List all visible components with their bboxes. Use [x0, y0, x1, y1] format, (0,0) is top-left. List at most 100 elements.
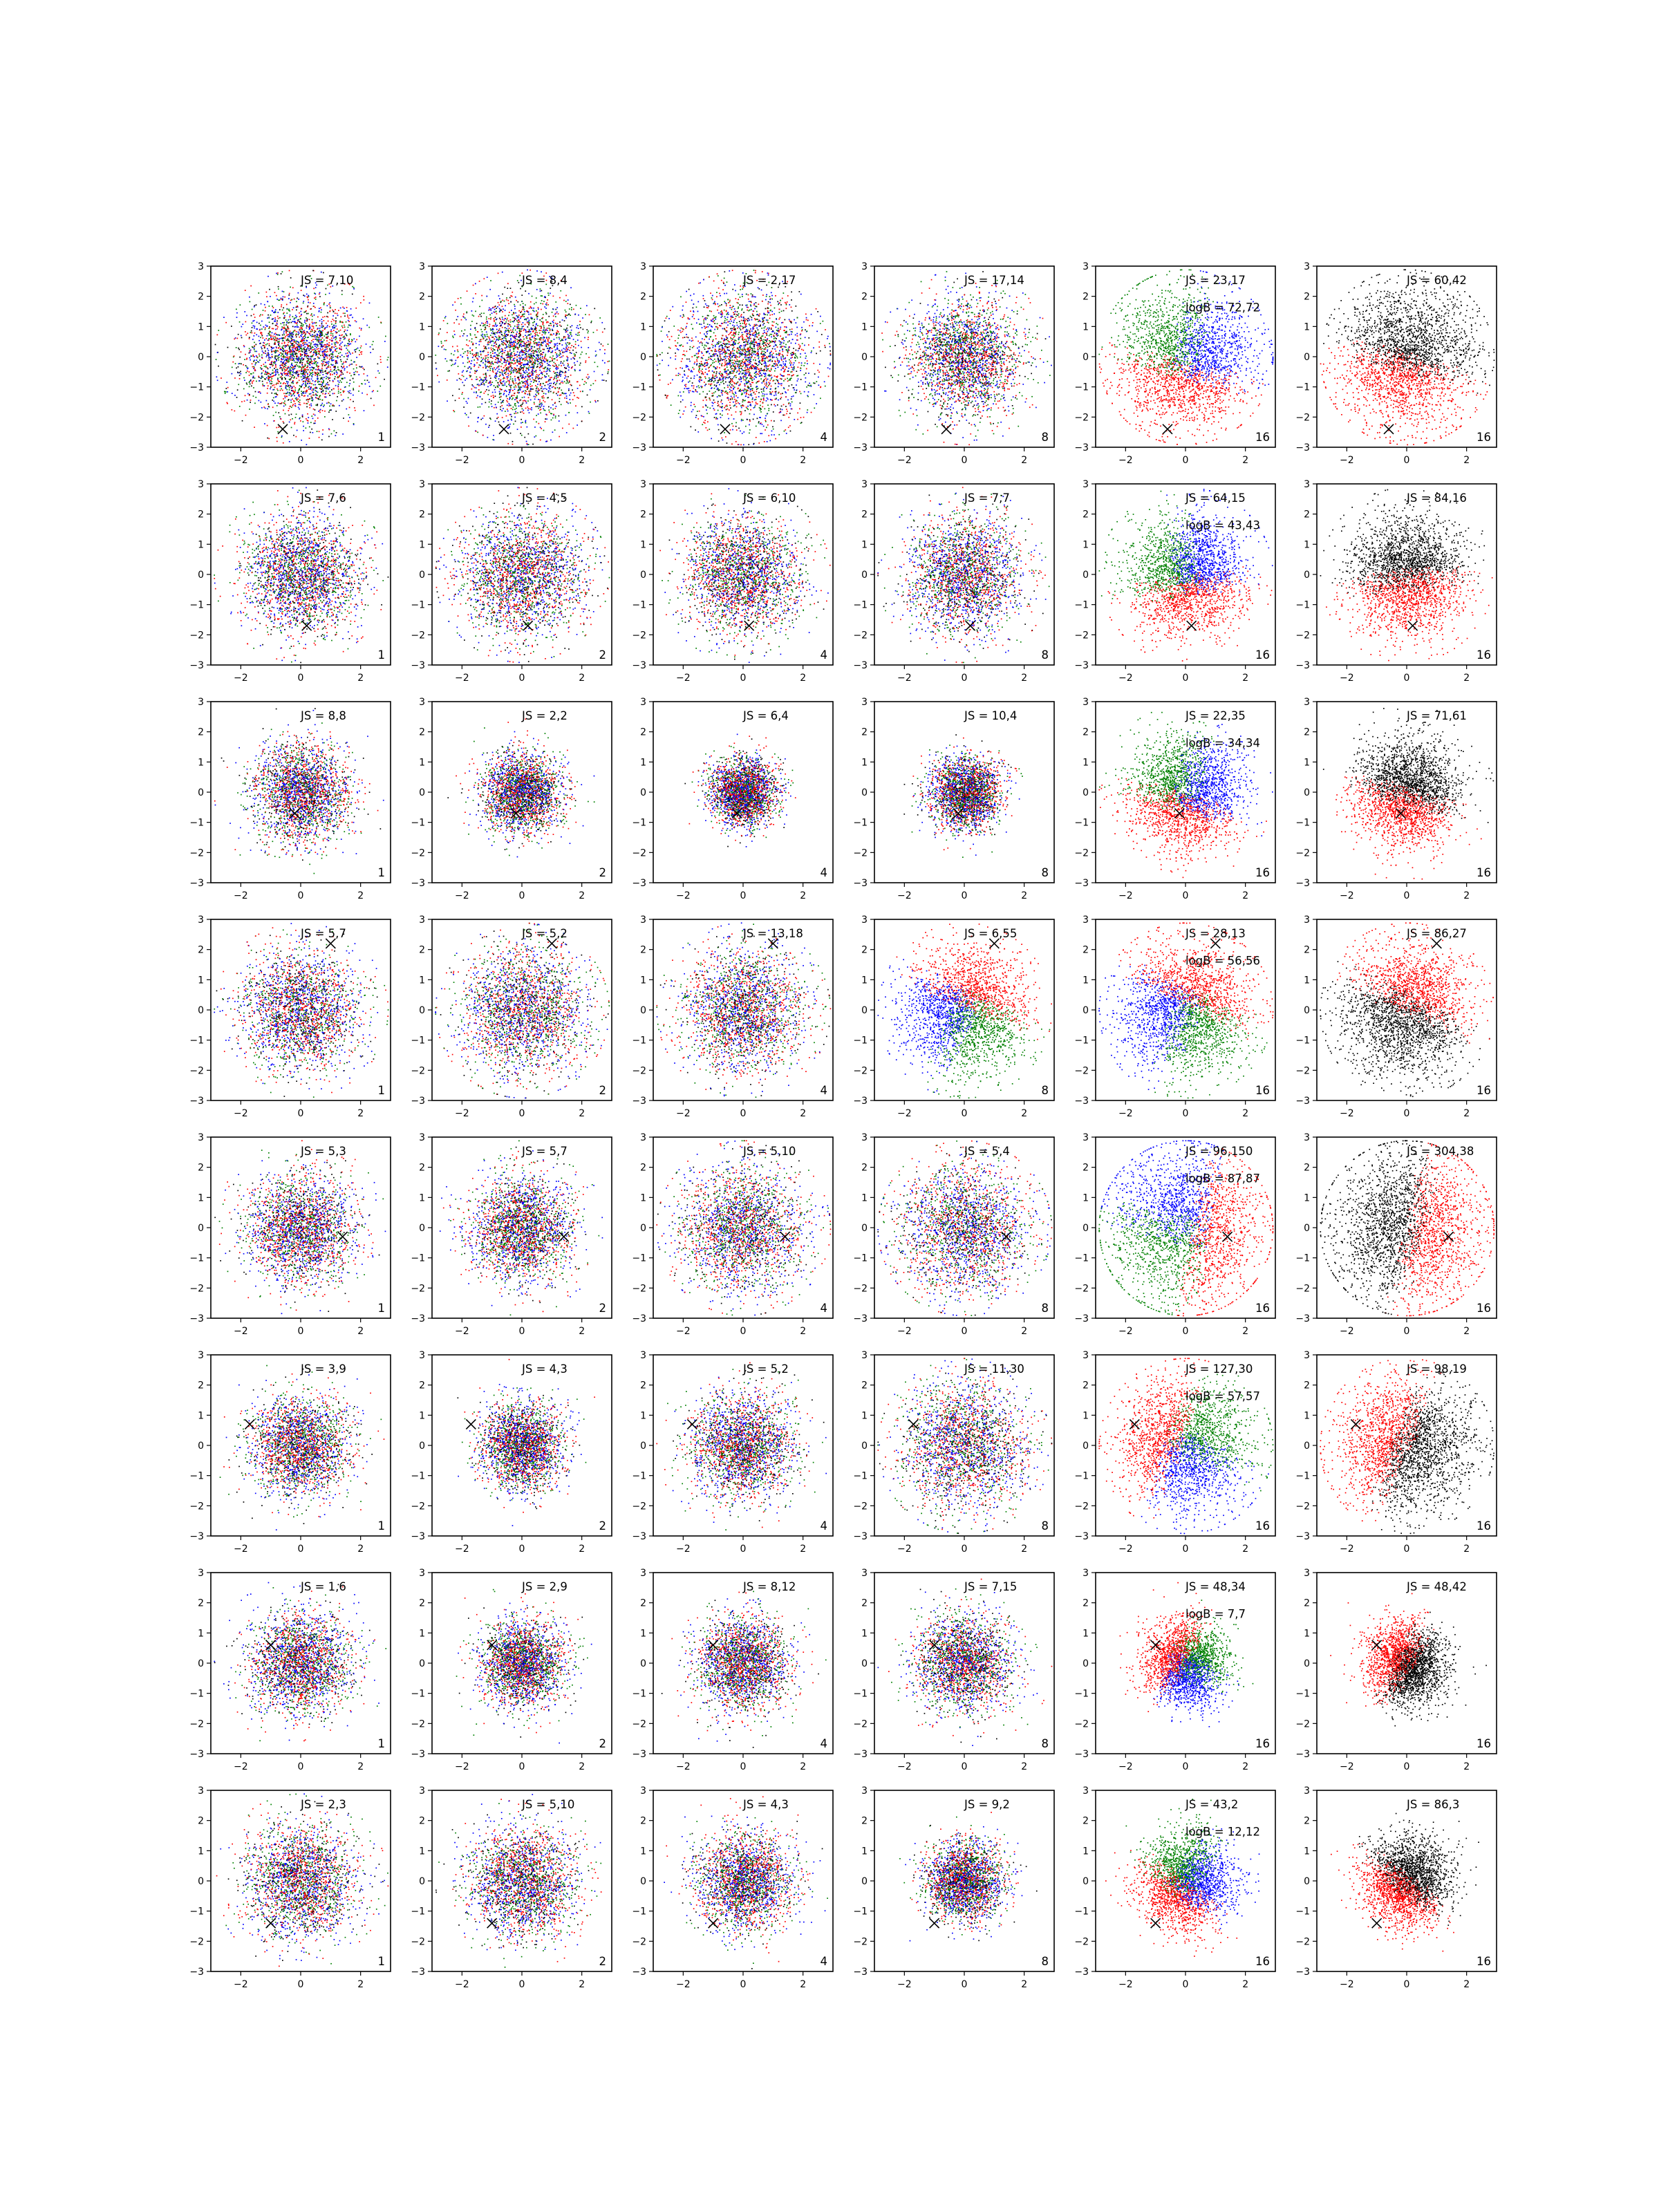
scatter-point: [373, 341, 374, 342]
scatter-point: [534, 402, 535, 403]
scatter-point: [525, 304, 526, 306]
scatter-point: [310, 432, 311, 433]
scatter-point: [279, 338, 281, 339]
scatter-point: [378, 317, 379, 318]
scatter-point: [278, 427, 279, 428]
scatter-point: [505, 348, 506, 349]
scatter-point: [252, 364, 253, 365]
scatter-point: [515, 312, 516, 314]
scatter-point: [588, 347, 589, 348]
scatter-point: [514, 341, 516, 343]
scatter-point: [543, 314, 544, 315]
scatter-point: [595, 355, 597, 357]
scatter-point: [241, 401, 243, 402]
scatter-point: [503, 378, 504, 379]
scatter-point: [484, 335, 485, 336]
scatter-point: [553, 386, 554, 388]
scatter-point: [574, 355, 576, 357]
scatter-point: [565, 376, 567, 377]
scatter-point: [349, 417, 350, 418]
scatter-point: [339, 337, 341, 339]
scatter-point: [538, 413, 539, 415]
scatter-point: [554, 402, 556, 404]
scatter-point: [275, 374, 276, 375]
scatter-point: [499, 323, 500, 324]
scatter-point: [224, 391, 225, 393]
scatter-point: [467, 339, 468, 341]
scatter-point: [291, 367, 292, 368]
scatter-point: [304, 335, 306, 337]
scatter-point: [575, 348, 577, 349]
scatter-point: [548, 316, 550, 317]
scatter-point: [538, 381, 540, 382]
scatter-point: [473, 298, 474, 299]
scatter-point: [521, 377, 523, 379]
scatter-point: [570, 287, 572, 288]
scatter-point: [503, 400, 504, 402]
scatter-point: [510, 301, 512, 303]
scatter-point: [315, 353, 317, 355]
scatter-point: [289, 385, 290, 386]
scatter-point: [575, 405, 577, 406]
scatter-point: [336, 400, 337, 402]
scatter-point: [570, 334, 572, 335]
scatter-point: [308, 295, 309, 297]
scatter-point: [321, 312, 322, 313]
scatter-point: [305, 381, 306, 382]
scatter-point: [506, 336, 507, 337]
scatter-point: [319, 343, 321, 344]
scatter-point: [332, 351, 334, 353]
scatter-point: [252, 321, 254, 322]
scatter-point: [319, 296, 321, 297]
scatter-point: [524, 311, 525, 312]
scatter-point: [305, 311, 306, 312]
scatter-point: [272, 332, 273, 334]
scatter-point: [441, 346, 442, 348]
scatter-point: [536, 289, 538, 290]
scatter-point: [236, 347, 237, 348]
scatter-point: [504, 373, 505, 374]
scatter-point: [284, 368, 285, 370]
scatter-point: [599, 317, 601, 319]
scatter-point: [512, 360, 513, 362]
scatter-point: [469, 375, 471, 376]
scatter-point: [288, 339, 289, 340]
scatter-point: [362, 366, 363, 368]
scatter-point: [567, 346, 568, 347]
scatter-point: [523, 402, 524, 404]
scatter-point: [503, 384, 504, 386]
scatter-point: [321, 351, 323, 353]
scatter-point: [512, 397, 514, 399]
scatter-point: [344, 366, 345, 367]
scatter-point: [483, 346, 485, 347]
scatter-point: [275, 312, 276, 313]
scatter-point: [261, 328, 263, 330]
scatter-point: [527, 318, 529, 319]
scatter-point: [509, 349, 511, 350]
scatter-point: [504, 287, 505, 288]
scatter-point: [331, 389, 332, 391]
scatter-point: [546, 441, 547, 442]
scatter-point: [557, 395, 559, 396]
scatter-point: [245, 290, 246, 291]
scatter-point: [532, 388, 534, 390]
scatter-point: [316, 388, 317, 389]
scatter-point: [261, 407, 263, 409]
scatter-point: [254, 305, 256, 306]
scatter-point: [265, 362, 266, 364]
scatter-point: [348, 414, 350, 415]
scatter-point: [505, 318, 506, 319]
scatter-point: [485, 373, 487, 374]
scatter-point: [297, 375, 299, 377]
scatter-point: [551, 420, 552, 421]
scatter-point: [349, 365, 350, 366]
scatter-point: [541, 373, 543, 374]
scatter-point: [461, 330, 462, 332]
scatter-point: [530, 386, 532, 387]
scatter-point: [306, 361, 308, 362]
scatter-point: [581, 347, 582, 348]
scatter-point: [336, 351, 337, 353]
scatter-point: [283, 324, 285, 326]
scatter-point: [291, 395, 292, 397]
scatter-point: [310, 388, 311, 390]
